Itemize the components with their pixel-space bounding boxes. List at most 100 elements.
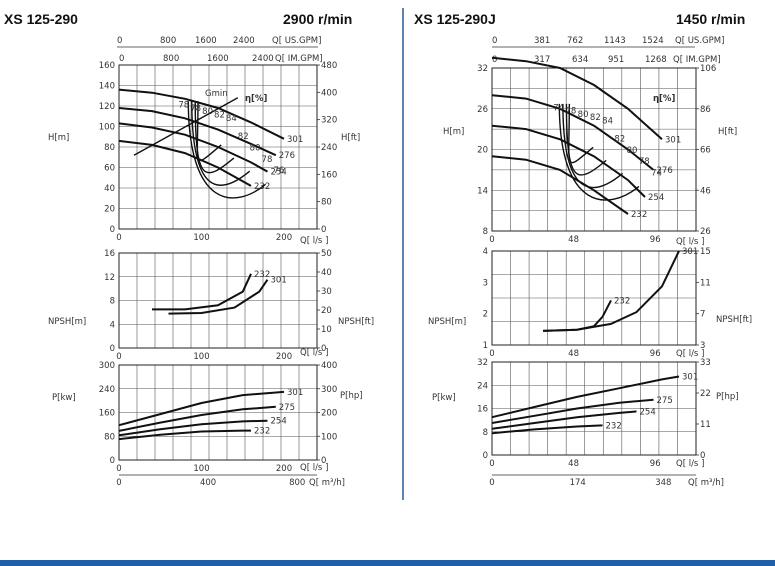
y2-axis-label: NPSH[ft]	[338, 317, 374, 327]
y-tick-label: 160	[99, 61, 115, 71]
x-axis-label: Q[ l/s ]	[300, 236, 328, 246]
series-line-301	[542, 250, 680, 332]
y2-tick-label: 0	[321, 456, 326, 466]
series-line-301	[168, 279, 269, 315]
chart-panel-4: 1 2 3 4 3 7 11 15 0 48 96 NPSH[m] NPSH[ft] Q[ l/s ] 23…	[428, 247, 752, 359]
right-title: XS 125-290J	[414, 11, 496, 27]
tick-label: 2400	[252, 54, 274, 64]
x-tick-label: 48	[568, 349, 579, 359]
tick-label: 317	[534, 55, 550, 65]
y-tick-label: 3	[483, 278, 488, 288]
footer-bar	[0, 560, 775, 566]
chart-panel-2: 0 80 160 240 300 0 100 200 300 400 0 100 200 P[kw] P[h…	[52, 361, 363, 488]
chart-panel-0: 0 20 40 60 80 100 120 140 160 0 80 160 240 320 400 480 0…	[48, 61, 360, 246]
efficiency-label: 80	[627, 146, 638, 156]
y2-tick-label: 30	[321, 287, 332, 297]
x2-axis-label: Q[ m³/h]	[688, 478, 724, 488]
y2-tick-label: 80	[321, 198, 332, 208]
series-line-232	[118, 429, 251, 441]
series-label-301: 301	[287, 388, 303, 398]
y2-tick-label: 46	[700, 186, 711, 196]
x-tick-label: 0	[489, 349, 494, 359]
grid	[492, 362, 696, 455]
tick-label: 800	[163, 54, 179, 64]
x-axis-label: Q[ l/s ]	[676, 237, 704, 247]
efficiency-contour	[194, 101, 235, 174]
chart-panel-1: 0 4 8 12 16 0 10 20 30 40 50 0 100 200 NPSH[m] NPSH[ft]…	[48, 249, 374, 362]
y2-tick-label: 26	[700, 227, 711, 237]
tick-label: 762	[567, 36, 583, 46]
y2-tick-label: 20	[321, 306, 332, 316]
right-eta-label: η[%]	[653, 94, 675, 104]
y-tick-label: 0	[110, 225, 115, 235]
grid	[492, 251, 696, 345]
y2-axis-label: P[hp]	[340, 391, 363, 401]
series-label-275: 275	[279, 403, 295, 413]
tick-label: 1268	[645, 55, 667, 65]
series-label-232: 232	[631, 210, 647, 220]
x-tick-label: 100	[193, 233, 209, 243]
efficiency-label: 74	[651, 169, 662, 179]
efficiency-label: 82	[238, 132, 249, 142]
y-tick-label: 16	[477, 405, 488, 415]
efficiency-contour	[565, 103, 607, 176]
y-axis-label: P[kw]	[432, 393, 456, 403]
tick-label: 1600	[207, 54, 229, 64]
y2-tick-label: 15	[700, 247, 711, 257]
y-axis-label: NPSH[m]	[428, 317, 466, 327]
series-line-254	[491, 124, 646, 198]
y-tick-label: 80	[104, 143, 115, 153]
series-label-232: 232	[254, 427, 270, 437]
y-tick-label: 20	[104, 205, 115, 215]
tick-label: 951	[608, 55, 624, 65]
y-tick-label: 0	[110, 344, 115, 354]
y-tick-label: 16	[104, 249, 115, 259]
efficiency-label: 84	[226, 114, 237, 124]
y-tick-label: 32	[477, 358, 488, 368]
x-tick-label: 200	[276, 233, 292, 243]
series-line-275	[491, 398, 654, 424]
x-tick-label: 100	[193, 352, 209, 362]
axis-label: Q[ IM.GPM]	[275, 54, 323, 64]
x-tick-label: 0	[116, 464, 121, 474]
right-top-axis-im: 0 317 634 951 1268 Q[ IM.GPM]	[492, 55, 721, 65]
y-axis-label: H[m]	[48, 133, 69, 143]
chart-panel-3: 8 14 20 26 32 26 46 66 86 106 0 48 96 H[m] H[ft] Q[ l/s…	[443, 56, 737, 247]
x2-tick-label: 174	[570, 478, 586, 488]
y-tick-label: 8	[110, 297, 115, 307]
y2-tick-label: 400	[321, 361, 337, 371]
y2-tick-label: 320	[321, 116, 337, 126]
y2-tick-label: 240	[321, 143, 337, 153]
axis-label: Q[ US.GPM]	[675, 36, 724, 46]
right-top-axis-us: 0 381 762 1143 1524 Q[ US.GPM]	[492, 36, 724, 48]
tick-label: 634	[572, 55, 588, 65]
grid	[492, 68, 696, 231]
efficiency-label: 82	[590, 113, 601, 123]
series-label-254: 254	[271, 417, 287, 427]
efficiency-label: 78	[565, 107, 576, 117]
series-line-275	[118, 405, 276, 432]
left-speed: 2900 r/min	[283, 11, 352, 27]
tick-label: 1524	[642, 36, 664, 46]
y2-tick-label: 400	[321, 88, 337, 98]
series-label-301: 301	[682, 247, 698, 257]
x-tick-label: 0	[116, 352, 121, 362]
x-tick-label: 48	[568, 459, 579, 469]
y-tick-label: 4	[110, 320, 115, 330]
left-title: XS 125-290	[4, 11, 78, 27]
y2-tick-label: 50	[321, 249, 332, 259]
series-line-276	[118, 107, 277, 157]
x-tick-label: 0	[116, 233, 121, 243]
efficiency-contour	[558, 103, 640, 201]
grid	[119, 65, 317, 229]
efficiency-contour	[191, 101, 251, 186]
series-line-232	[491, 155, 629, 215]
y-tick-label: 60	[104, 164, 115, 174]
x2-tick-label: 0	[116, 478, 121, 488]
efficiency-label: 82	[214, 110, 225, 120]
tick-label: 0	[492, 55, 497, 65]
left-eta-label: η[%]	[245, 94, 267, 104]
y-tick-label: 4	[483, 247, 488, 257]
